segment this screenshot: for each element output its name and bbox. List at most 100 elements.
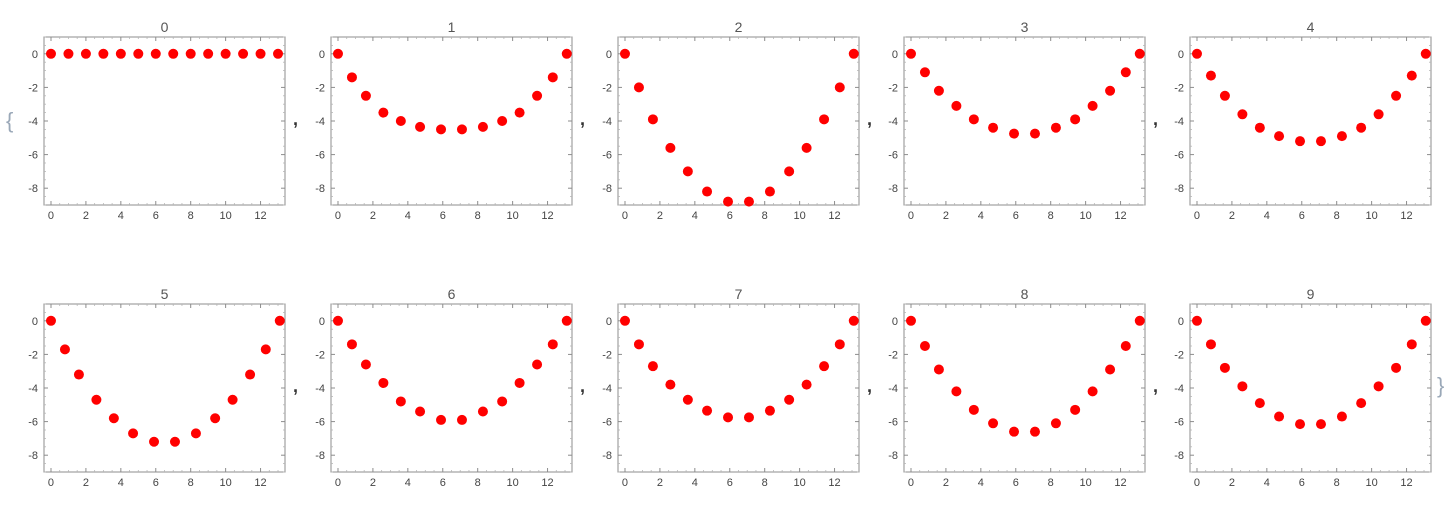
plot-frame (903, 36, 1146, 206)
data-point (456, 414, 467, 425)
data-point (784, 394, 795, 405)
x-tick-label: 4 (118, 210, 124, 222)
data-point (378, 107, 389, 118)
x-tick-label: 0 (1194, 210, 1200, 222)
data-point (1356, 122, 1367, 133)
data-point (360, 90, 371, 101)
x-tick-label: 0 (1194, 477, 1200, 489)
y-tick-label: 0 (1178, 49, 1184, 61)
data-point (1295, 136, 1306, 147)
data-point (91, 394, 102, 405)
data-point (59, 344, 70, 355)
y-tick-label: 0 (1178, 316, 1184, 328)
data-point (951, 386, 962, 397)
x-tick-label: 6 (1299, 210, 1305, 222)
data-point (743, 412, 754, 423)
x-tick-label: 10 (793, 210, 805, 222)
y-tick-label: -8 (1174, 450, 1184, 462)
y-tick-label: -6 (888, 417, 898, 429)
data-point (185, 48, 196, 59)
data-point (238, 48, 249, 59)
x-tick-label: 10 (793, 477, 805, 489)
data-point (436, 414, 447, 425)
x-tick-label: 12 (254, 210, 266, 222)
y-tick-label: -6 (1174, 150, 1184, 162)
data-point (1219, 90, 1230, 101)
data-point (415, 121, 426, 132)
x-tick-label: 0 (48, 477, 54, 489)
x-tick-label: 8 (475, 210, 481, 222)
y-tick-label: 0 (32, 316, 38, 328)
y-tick-label: -6 (28, 150, 38, 162)
x-tick-label: 8 (1334, 210, 1340, 222)
x-tick-label: 2 (657, 210, 663, 222)
x-tick-label: 12 (1114, 210, 1126, 222)
x-tick-label: 10 (506, 210, 518, 222)
data-point (619, 315, 630, 326)
data-point (919, 67, 930, 78)
y-tick-label: -4 (1174, 383, 1184, 395)
data-point (456, 124, 467, 135)
data-point (933, 364, 944, 375)
data-point (834, 82, 845, 93)
y-tick-label: -4 (28, 116, 38, 128)
x-tick-label: 4 (405, 210, 411, 222)
data-point (682, 394, 693, 405)
data-point (723, 412, 734, 423)
data-point (682, 166, 693, 177)
x-tick-label: 12 (828, 210, 840, 222)
y-tick-label: -2 (602, 349, 612, 361)
data-point (80, 48, 91, 59)
x-tick-label: 10 (1365, 210, 1377, 222)
data-point (514, 107, 525, 118)
data-point (1237, 381, 1248, 392)
x-tick-label: 2 (83, 210, 89, 222)
data-point (633, 339, 644, 350)
x-tick-label: 0 (908, 210, 914, 222)
list-open-brace: { (6, 108, 13, 133)
x-tick-label: 2 (1229, 210, 1235, 222)
data-point (905, 48, 916, 59)
data-point (532, 90, 543, 101)
data-point (169, 436, 180, 447)
x-tick-label: 8 (188, 210, 194, 222)
data-point (98, 48, 109, 59)
data-point (834, 339, 845, 350)
chart-title: 4 (1307, 19, 1315, 35)
x-tick-label: 6 (153, 477, 159, 489)
plot-frame (330, 303, 573, 473)
x-tick-label: 10 (506, 477, 518, 489)
data-point (1120, 341, 1131, 351)
x-tick-label: 6 (1299, 477, 1305, 489)
x-tick-label: 8 (1334, 477, 1340, 489)
y-tick-label: -6 (1174, 417, 1184, 429)
data-point (168, 48, 179, 59)
data-point (1420, 48, 1431, 59)
data-point (547, 72, 558, 83)
data-point (115, 48, 126, 59)
x-tick-label: 10 (219, 210, 231, 222)
data-point (149, 436, 160, 447)
data-point (933, 85, 944, 96)
data-point (784, 166, 795, 177)
data-point (63, 48, 74, 59)
x-tick-label: 4 (118, 477, 124, 489)
y-tick-label: 0 (319, 49, 325, 61)
x-tick-label: 10 (1079, 477, 1091, 489)
data-point (1105, 364, 1116, 375)
list-separator: , (580, 376, 585, 396)
data-point (665, 142, 676, 153)
x-tick-label: 6 (440, 210, 446, 222)
y-tick-label: 0 (32, 49, 38, 61)
x-tick-label: 0 (622, 477, 628, 489)
data-point (905, 315, 916, 326)
data-point (190, 428, 201, 439)
x-tick-label: 12 (254, 477, 266, 489)
data-point (1070, 114, 1081, 125)
y-tick-label: -6 (602, 417, 612, 429)
y-tick-label: -4 (888, 116, 898, 128)
y-tick-label: -6 (315, 417, 325, 429)
data-point (1295, 419, 1306, 430)
data-point (108, 413, 119, 424)
